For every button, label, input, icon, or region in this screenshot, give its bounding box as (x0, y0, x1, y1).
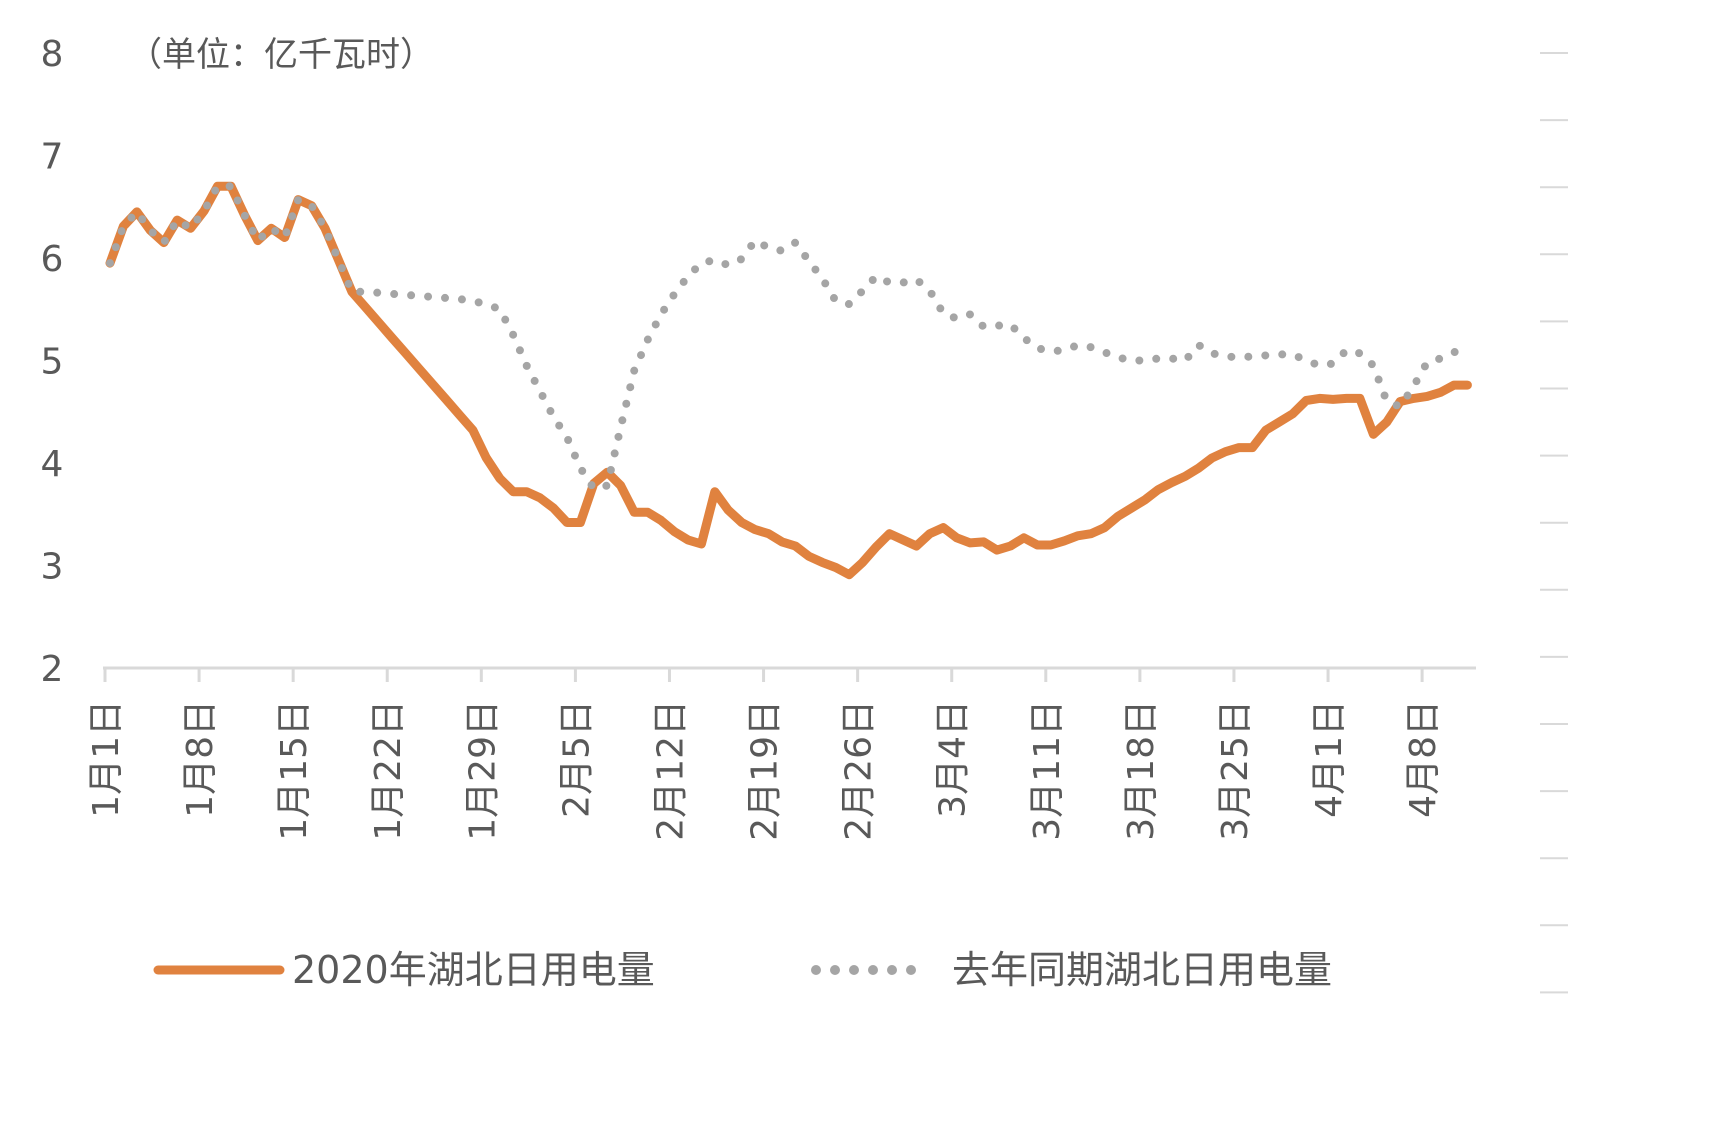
x-tick-label: 2月26日 (839, 700, 880, 841)
x-tick-label: 1月1日 (86, 700, 127, 818)
y-axis: 2 3 4 5 6 7 8 (41, 34, 64, 690)
y-tick-label: 2 (41, 649, 64, 690)
series-group (105, 181, 1472, 580)
y-tick-label: 5 (41, 342, 64, 383)
x-tick-label: 4月8日 (1403, 700, 1444, 818)
x-tick-label: 2月19日 (745, 700, 786, 841)
y-tick-label: 6 (41, 239, 64, 280)
unit-label: （单位：亿千瓦时） (128, 35, 434, 75)
legend: 2020年湖北日用电量 去年同期湖北日用电量 (153, 948, 1332, 992)
right-edge-tick-marks (1540, 52, 1568, 994)
x-tick-label: 1月8日 (180, 700, 221, 818)
legend-label-last-year: 去年同期湖北日用电量 (952, 948, 1332, 992)
series-line-2020 (105, 181, 1472, 580)
y-tick-label: 4 (41, 444, 64, 485)
y-tick-label: 3 (41, 547, 64, 588)
x-axis: 1月1日 1月8日 1月15日 1月22日 1月29日 2月5日 2月12日 2月19日 2月2… (86, 666, 1476, 841)
x-tick-label: 1月15日 (274, 700, 315, 841)
x-tick-label: 2月5日 (556, 700, 597, 818)
x-tick-label: 2月12日 (650, 700, 691, 841)
x-tick-label: 1月22日 (368, 700, 409, 841)
x-tick-label: 3月4日 (933, 700, 974, 818)
x-tick-label: 3月25日 (1215, 700, 1256, 841)
y-tick-label: 8 (41, 34, 64, 75)
x-tick-label: 3月18日 (1121, 700, 1162, 841)
x-tick-label: 4月1日 (1309, 700, 1350, 818)
legend-label-2020: 2020年湖北日用电量 (292, 948, 655, 992)
y-tick-label: 7 (41, 137, 64, 178)
x-tick-label: 3月11日 (1027, 700, 1068, 841)
x-tick-label: 1月29日 (462, 700, 503, 841)
series-line-last-year (106, 182, 1472, 493)
